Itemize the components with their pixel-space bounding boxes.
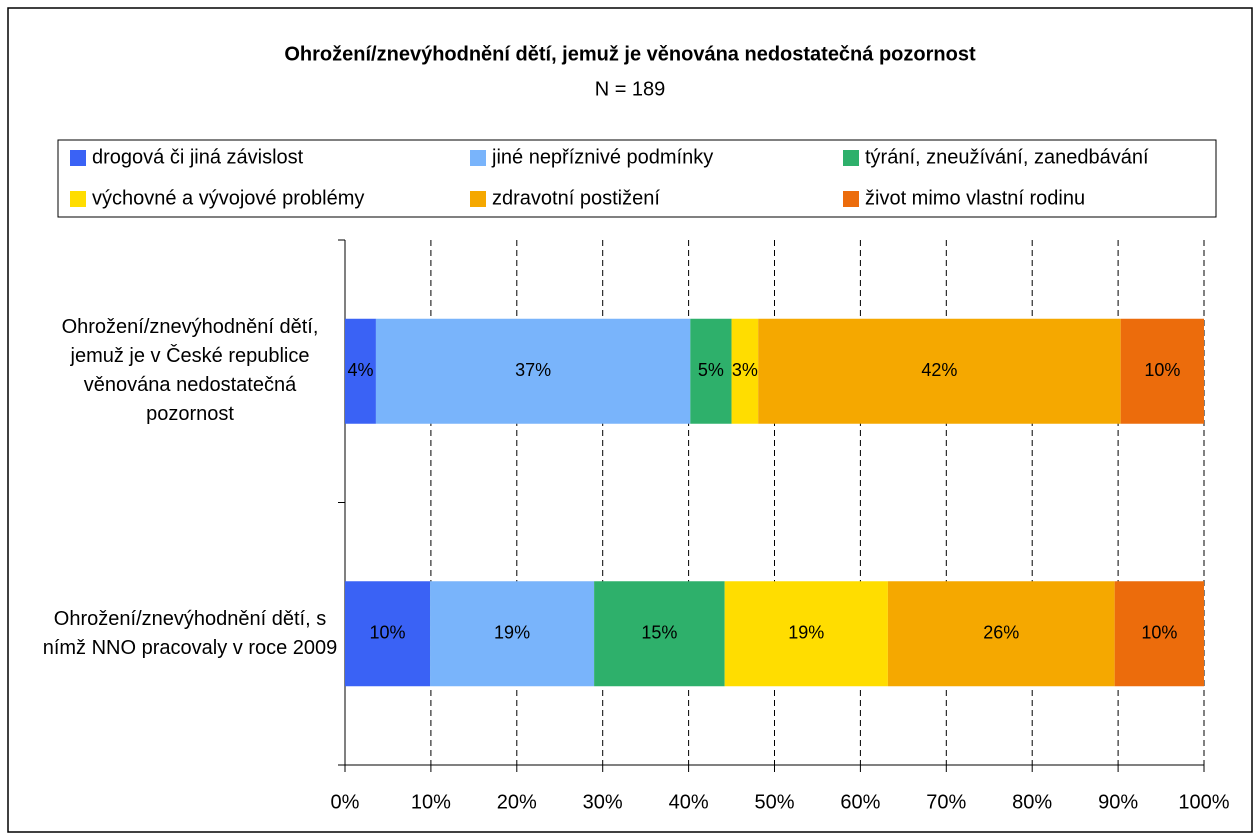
chart-title: Ohrožení/znevýhodnění dětí, jemuž je věn… bbox=[284, 43, 976, 65]
legend-swatch bbox=[470, 191, 486, 207]
legend-box bbox=[57, 139, 1217, 218]
y-tick-label: Ohrožení/znevýhodnění dětí, jemuž je v Č… bbox=[61, 316, 319, 426]
x-tick-label: 70% bbox=[926, 791, 966, 813]
x-tick-label: 0% bbox=[331, 791, 360, 813]
x-tick-label: 50% bbox=[754, 791, 794, 813]
data-label: 26% bbox=[983, 623, 1019, 643]
bar-segment bbox=[724, 581, 888, 687]
data-label: 10% bbox=[1144, 360, 1180, 380]
data-label: 42% bbox=[921, 360, 957, 380]
x-tick-label: 10% bbox=[411, 791, 451, 813]
x-tick-label: 90% bbox=[1098, 791, 1138, 813]
legend-label: život mimo vlastní rodinu bbox=[865, 187, 1085, 209]
bar-segment bbox=[345, 581, 431, 687]
bar-segment bbox=[1114, 581, 1204, 687]
bar-segment bbox=[887, 581, 1115, 687]
legend-swatch bbox=[70, 150, 86, 166]
bar-segment bbox=[594, 581, 725, 687]
bar-segment bbox=[731, 318, 759, 424]
legend-label: drogová či jiná závislost bbox=[92, 146, 304, 168]
data-label: 19% bbox=[788, 623, 824, 643]
bar-segment bbox=[345, 318, 376, 424]
legend-swatch bbox=[70, 191, 86, 207]
bar-segment bbox=[1120, 318, 1204, 424]
data-label: 5% bbox=[698, 360, 724, 380]
data-label: 37% bbox=[515, 360, 551, 380]
legend-label: týrání, zneužívání, zanedbávání bbox=[865, 146, 1149, 168]
bar-segment bbox=[758, 318, 1121, 424]
x-tick-label: 80% bbox=[1012, 791, 1052, 813]
data-label: 15% bbox=[641, 623, 677, 643]
x-tick-label: 20% bbox=[497, 791, 537, 813]
data-label: 10% bbox=[1141, 623, 1177, 643]
bar-segment bbox=[690, 318, 732, 424]
y-tick-label: Ohrožení/znevýhodnění dětí, s nímž NNO p… bbox=[42, 607, 338, 659]
legend-label: jiné nepříznivé podmínky bbox=[491, 146, 713, 168]
x-tick-label: 30% bbox=[583, 791, 623, 813]
chart-subtitle: N = 189 bbox=[595, 78, 666, 100]
bar-segment bbox=[375, 318, 691, 424]
x-tick-label: 60% bbox=[840, 791, 880, 813]
x-tick-label: 100% bbox=[1178, 791, 1229, 813]
legend-swatch bbox=[843, 191, 859, 207]
legend-label: zdravotní postižení bbox=[492, 187, 660, 209]
data-label: 19% bbox=[494, 623, 530, 643]
legend-swatch bbox=[470, 150, 486, 166]
legend-swatch bbox=[843, 150, 859, 166]
data-label: 4% bbox=[347, 360, 373, 380]
data-label: 10% bbox=[370, 623, 406, 643]
data-label: 3% bbox=[732, 360, 758, 380]
bar-segment bbox=[430, 581, 595, 687]
legend-label: výchovné a vývojové problémy bbox=[92, 187, 364, 209]
x-tick-label: 40% bbox=[669, 791, 709, 813]
